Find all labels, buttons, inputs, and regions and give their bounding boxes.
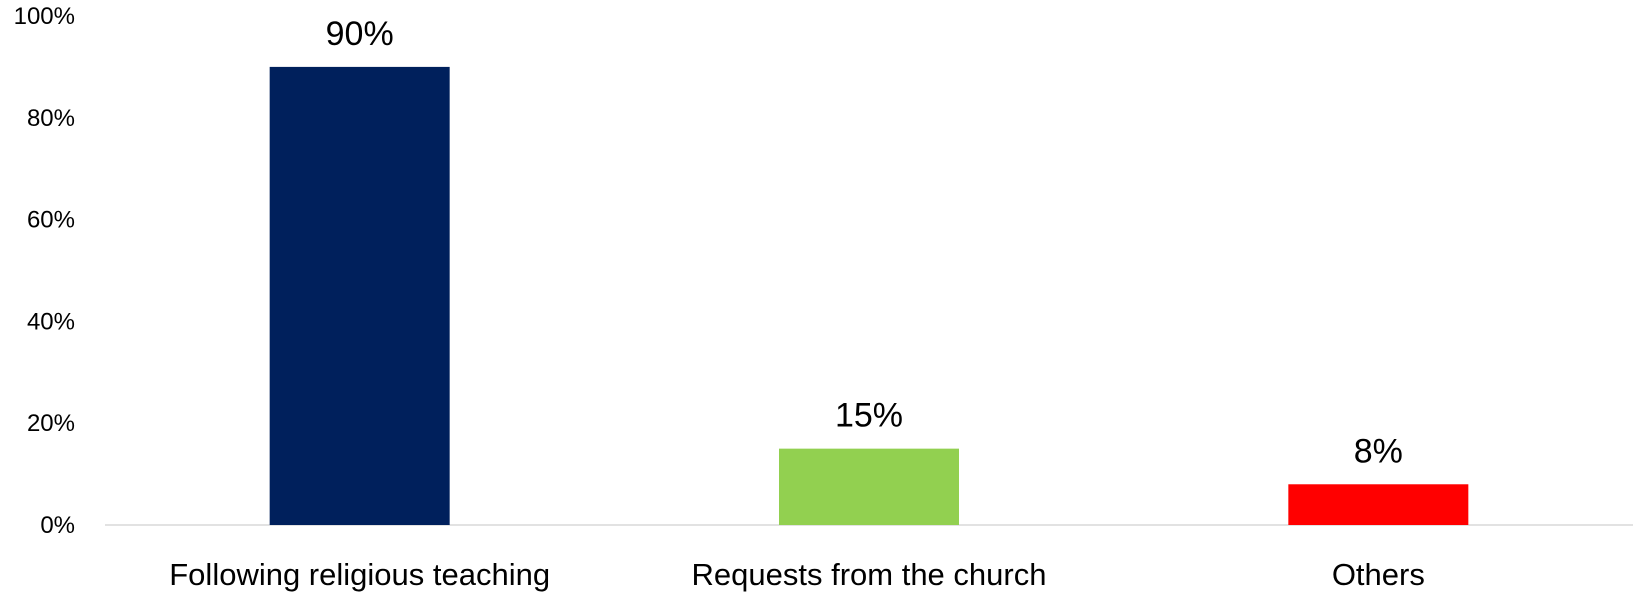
bar-2 (779, 448, 959, 525)
x-tick-label: Others (1332, 557, 1425, 592)
data-label: 15% (835, 397, 903, 435)
data-labels: 90% 15% 8% (326, 15, 1403, 470)
x-axis: Following religious teaching Requests fro… (169, 557, 1425, 592)
y-tick-label: 60% (27, 207, 75, 234)
data-label: 8% (1354, 432, 1403, 470)
y-tick-label: 40% (27, 308, 75, 335)
y-tick-label: 0% (40, 512, 75, 539)
bar-3 (1288, 484, 1469, 525)
y-tick-label: 20% (27, 410, 75, 437)
y-tick-label: 80% (27, 105, 75, 132)
bars (269, 66, 1469, 526)
y-tick-label: 100% (14, 3, 75, 30)
data-label: 90% (326, 15, 394, 53)
x-tick-label: Requests from the church (692, 557, 1047, 592)
bar-1 (269, 66, 450, 526)
y-axis: 0% 20% 40% 60% 80% 100% (14, 3, 75, 539)
x-tick-label: Following religious teaching (169, 557, 550, 592)
